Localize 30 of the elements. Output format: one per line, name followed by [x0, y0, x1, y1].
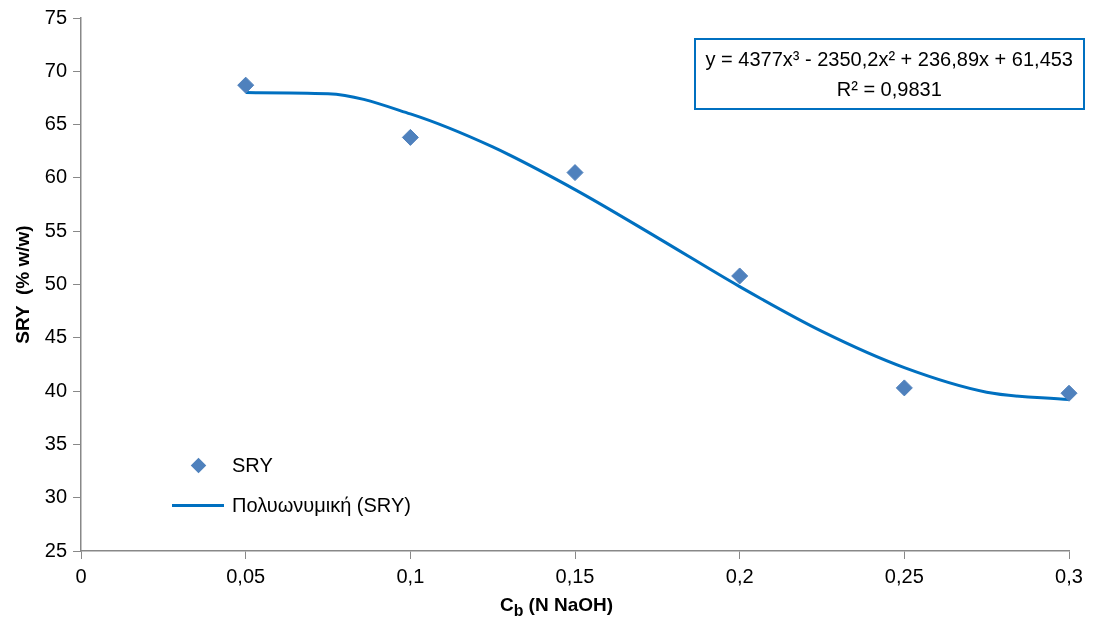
legend-label: Πολυωνυμική (SRY): [232, 493, 411, 517]
y-tick-label: 50: [44, 272, 68, 295]
x-tick-label: 0,05: [226, 564, 266, 587]
x-tick-label: 0,1: [396, 564, 425, 587]
y-tick-label: 35: [44, 431, 68, 454]
x-tick-label: 0,3: [1055, 564, 1083, 587]
y-tick-label: 75: [44, 5, 68, 28]
y-tick-label: 55: [44, 218, 68, 241]
x-tick-label: 0,15: [555, 564, 595, 587]
x-axis-title: C$_{b}$ (N NaOH): [498, 594, 615, 620]
y-tick-label: 25: [44, 538, 68, 561]
y-tick-label: 65: [44, 112, 68, 135]
y-tick-label: 60: [44, 165, 68, 188]
point: [566, 164, 584, 182]
point: [401, 128, 419, 146]
y-tick-label: 40: [44, 378, 68, 401]
y-tick-label: 45: [44, 325, 68, 348]
y-tick-label: 30: [44, 485, 68, 508]
point: [237, 76, 255, 94]
point: [731, 267, 749, 285]
annotation: R² = 0,9831: [835, 77, 943, 102]
x-tick-label: 0,25: [884, 564, 924, 587]
y-axis-title: SRY (% w/w): [11, 225, 33, 344]
point: [895, 379, 913, 397]
legend-label: SRY: [232, 453, 273, 477]
annotation: y = 4377x³ - 2350,2x² + 236,89x + 61,453: [705, 47, 1073, 72]
x-tick-label: 0: [75, 564, 87, 587]
point: [1060, 384, 1078, 402]
y-tick-label: 70: [44, 58, 68, 81]
x-tick-label: 0,2: [725, 564, 754, 587]
